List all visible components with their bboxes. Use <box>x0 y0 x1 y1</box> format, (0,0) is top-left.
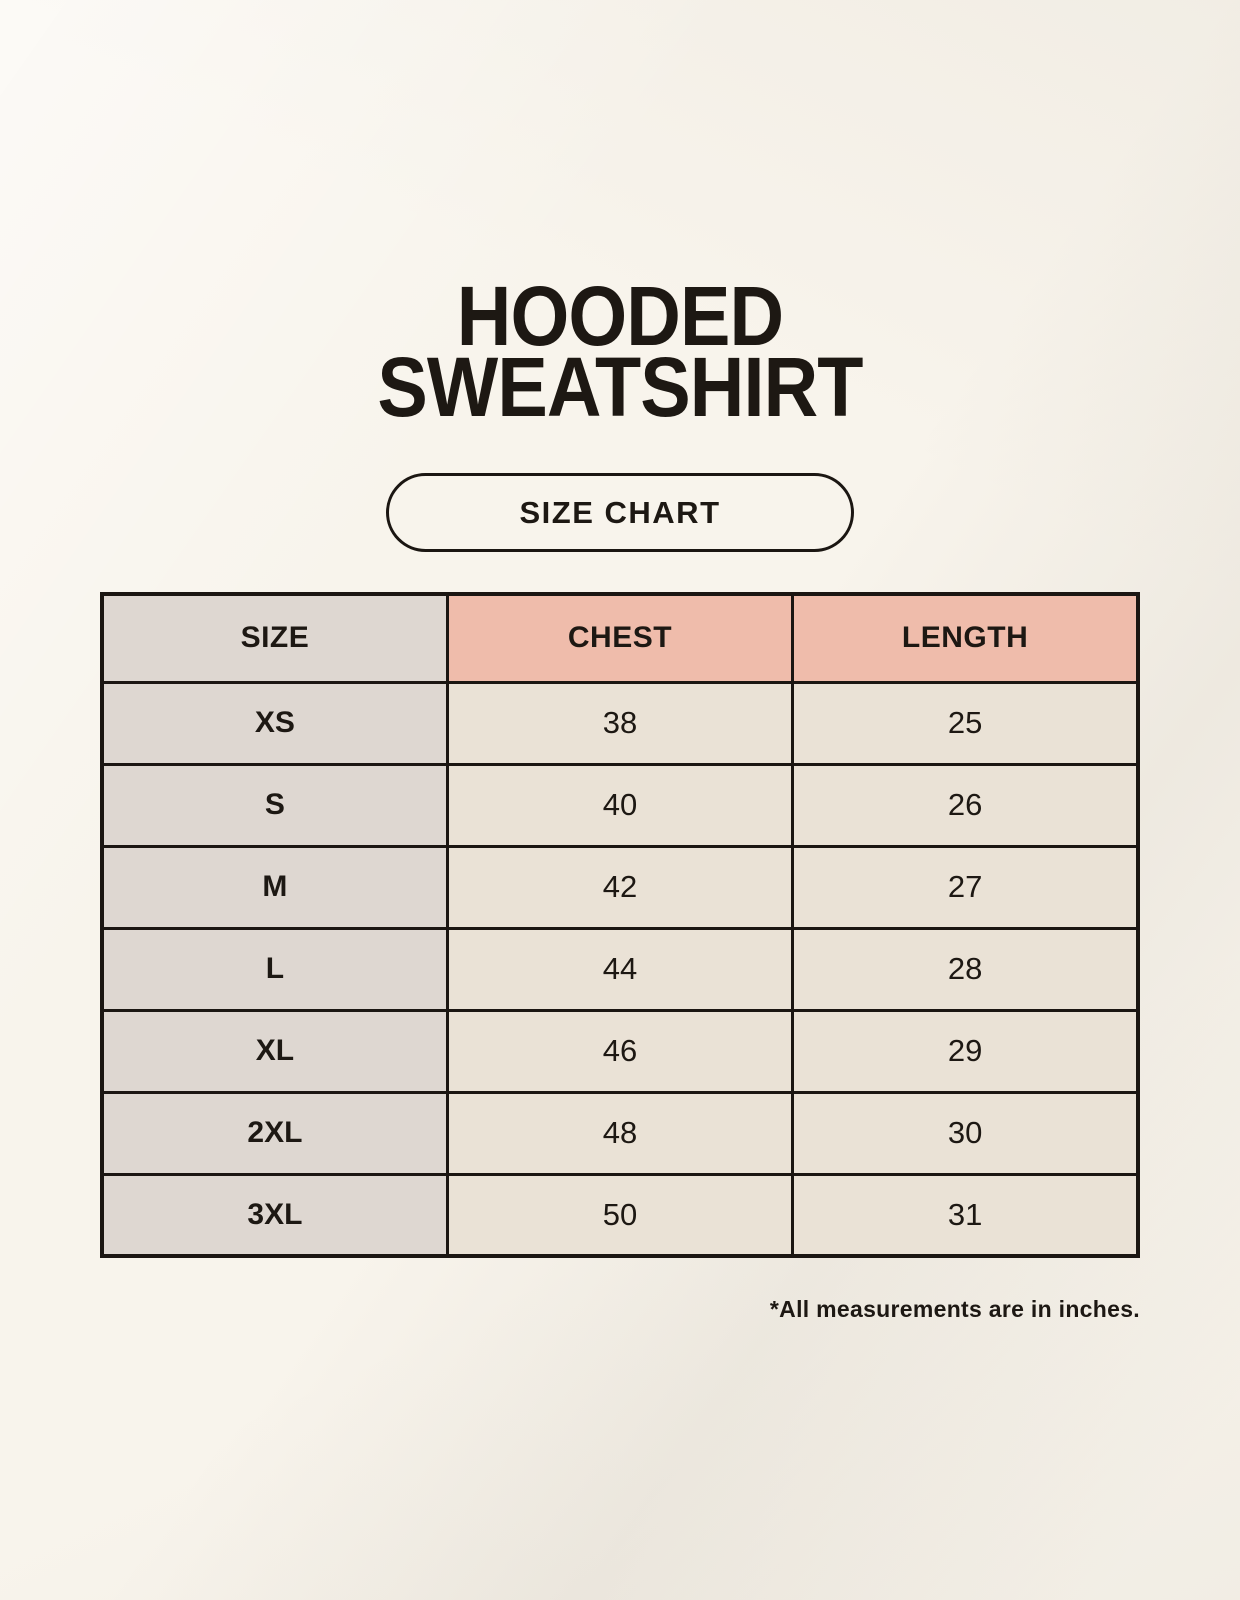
cell-length: 30 <box>791 1090 1140 1176</box>
cell-chest: 46 <box>445 1008 795 1094</box>
page-title-line-1: HOODED <box>456 269 784 363</box>
cell-size: XL <box>100 1008 449 1094</box>
table-row: S 40 26 <box>100 762 1140 848</box>
cell-size: S <box>100 762 449 848</box>
cell-chest: 50 <box>445 1172 795 1258</box>
cell-chest: 44 <box>445 926 795 1012</box>
page-title-line-2: SWEATSHIRT <box>377 340 863 435</box>
column-header-length: LENGTH <box>791 592 1140 684</box>
cell-length: 27 <box>791 844 1140 930</box>
cell-length: 29 <box>791 1008 1140 1094</box>
measurements-footnote: *All measurements are in inches. <box>769 1296 1140 1322</box>
page-title: HOODED SWEATSHIRT <box>0 269 1240 435</box>
size-table: SIZE CHEST LENGTH XS 38 25 S 40 26 M 42 27 L 44 28 X… <box>100 592 1140 1258</box>
size-table-body: XS 38 25 S 40 26 M 42 27 L 44 28 XL 46 29 2XL 48 30 3XL 50 3… <box>100 680 1140 1258</box>
table-row: L 44 28 <box>100 926 1140 1012</box>
cell-length: 31 <box>791 1172 1140 1258</box>
cell-length: 28 <box>791 926 1140 1012</box>
table-header-row: SIZE CHEST LENGTH <box>100 592 1140 684</box>
cell-chest: 48 <box>445 1090 795 1176</box>
table-row: M 42 27 <box>100 844 1140 930</box>
cell-size: 2XL <box>100 1090 449 1176</box>
column-header-chest: CHEST <box>445 592 795 684</box>
size-chart-badge-label: SIZE CHART <box>519 494 721 530</box>
cell-chest: 42 <box>445 844 795 930</box>
column-header-size: SIZE <box>100 592 449 684</box>
table-row: 2XL 48 30 <box>100 1090 1140 1176</box>
cell-length: 26 <box>791 762 1140 848</box>
cell-size: M <box>100 844 449 930</box>
cell-size: XS <box>100 680 449 766</box>
cell-chest: 38 <box>445 680 795 766</box>
cell-chest: 40 <box>445 762 795 848</box>
cell-size: 3XL <box>100 1172 449 1258</box>
table-row: XS 38 25 <box>100 680 1140 766</box>
size-chart-badge[interactable]: SIZE CHART <box>386 473 854 552</box>
cell-length: 25 <box>791 680 1140 766</box>
table-row: 3XL 50 31 <box>100 1172 1140 1258</box>
size-table-head: SIZE CHEST LENGTH <box>100 592 1140 684</box>
table-row: XL 46 29 <box>100 1008 1140 1094</box>
cell-size: L <box>100 926 449 1012</box>
